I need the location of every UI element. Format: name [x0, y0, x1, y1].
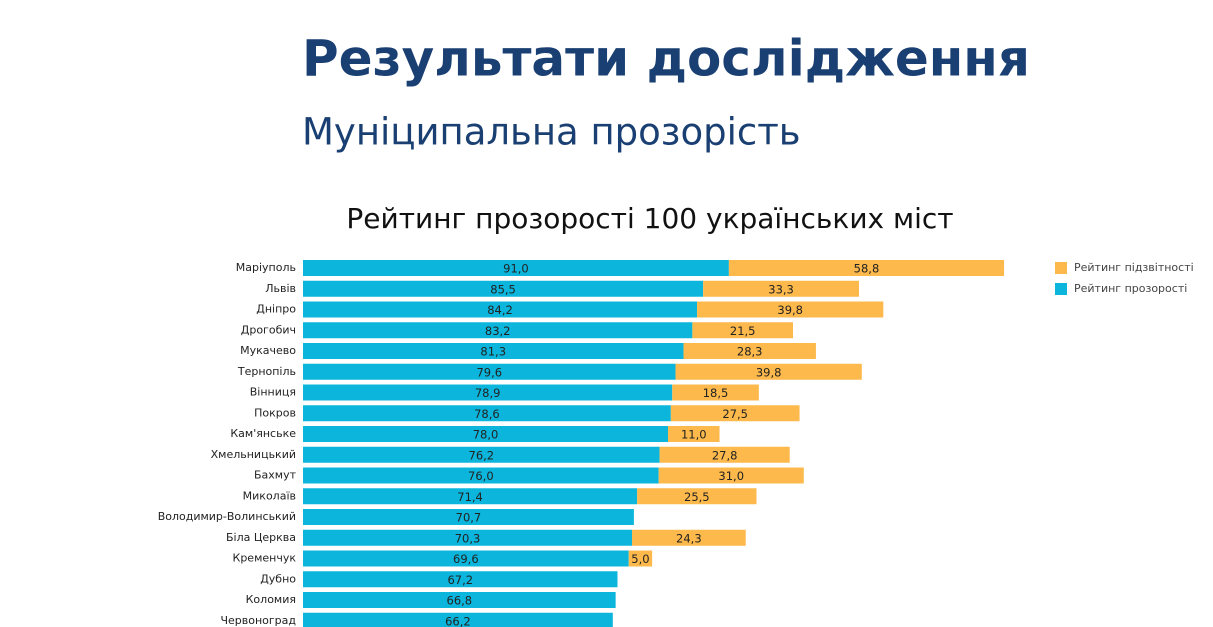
- bar-segment: [692, 322, 793, 339]
- value-label: 81,3: [480, 345, 506, 359]
- value-label: 67,2: [447, 573, 473, 587]
- category-label: Маріуполь: [236, 261, 296, 274]
- legend-label: Рейтинг підзвітності: [1074, 261, 1194, 274]
- value-label: 39,8: [777, 303, 803, 317]
- category-label: Дубно: [260, 572, 296, 585]
- category-label: Миколаїв: [243, 489, 296, 502]
- bar-segment: [303, 343, 684, 359]
- bar-segment: [303, 280, 704, 297]
- category-label: Тернопіль: [237, 365, 296, 378]
- bar-segment: [303, 363, 676, 380]
- value-label: 78,9: [475, 386, 501, 400]
- bar-segment: [672, 384, 759, 401]
- bar-segment: [668, 426, 720, 442]
- value-label: 39,8: [756, 365, 782, 379]
- bar-segment: [303, 529, 633, 546]
- category-label: Хмельницький: [211, 448, 296, 461]
- bar-segment: [303, 488, 638, 505]
- slide-subtitle: Муніципальна прозорість: [302, 111, 801, 154]
- bar-segment: [703, 280, 859, 297]
- bar-segment: [303, 446, 660, 463]
- bar-segment: [683, 343, 816, 359]
- bar-segment: [728, 260, 1005, 276]
- category-label: Дніпро: [256, 303, 296, 316]
- category-label: Біла Церква: [226, 531, 296, 544]
- category-label: Мукачево: [240, 344, 296, 357]
- category-label: Кременчук: [233, 552, 297, 565]
- legend-label: Рейтинг прозорості: [1074, 282, 1187, 295]
- bar-segment: [303, 322, 693, 339]
- value-label: 66,8: [447, 594, 473, 608]
- value-label: 76,2: [469, 448, 495, 462]
- value-label: 58,8: [854, 262, 880, 276]
- category-label: Вінниця: [250, 386, 296, 399]
- value-label: 27,8: [712, 448, 738, 462]
- bar-segment: [303, 467, 659, 484]
- bar-segment: [303, 426, 669, 442]
- bar-segment: [637, 488, 757, 505]
- bar-segment: [658, 467, 804, 484]
- value-label: 84,2: [487, 303, 513, 317]
- bar-segment: [303, 260, 729, 276]
- value-label: 91,0: [503, 262, 529, 276]
- value-label: 71,4: [457, 490, 483, 504]
- chart-title: Рейтинг прозорості 100 українських міст: [346, 202, 953, 235]
- bar-segment: [303, 612, 613, 627]
- category-label: Дрогобич: [241, 323, 296, 336]
- legend-swatch: [1055, 262, 1067, 274]
- value-label: 78,0: [473, 428, 499, 442]
- bar-segment: [303, 384, 673, 401]
- value-label: 69,6: [453, 552, 479, 566]
- bar-segment: [303, 405, 671, 422]
- category-label: Бахмут: [254, 469, 297, 482]
- value-label: 78,6: [474, 407, 500, 421]
- bar-segment: [303, 301, 698, 318]
- bar-segment: [632, 529, 746, 546]
- value-label: 11,0: [681, 428, 707, 442]
- bar-segment: [303, 571, 618, 588]
- value-label: 24,3: [676, 531, 702, 545]
- category-label: Червоноград: [220, 614, 296, 627]
- slide-title: Результати дослідження: [302, 30, 1030, 88]
- value-label: 18,5: [703, 386, 729, 400]
- category-label: Коломия: [246, 593, 296, 606]
- bar-segment: [670, 405, 800, 422]
- bar-segment: [675, 363, 862, 380]
- value-label: 85,5: [490, 282, 516, 296]
- value-label: 25,5: [684, 490, 710, 504]
- value-label: 5,0: [631, 552, 649, 566]
- category-label: Покров: [254, 406, 296, 419]
- category-label: Львів: [265, 282, 296, 295]
- value-label: 70,7: [456, 511, 482, 525]
- value-label: 27,5: [722, 407, 748, 421]
- value-label: 28,3: [737, 345, 763, 359]
- bar-segment: [303, 592, 616, 608]
- category-label: Володимир-Волинський: [158, 510, 296, 523]
- bar-segment: [303, 550, 629, 567]
- bar-segment: [659, 446, 790, 463]
- value-label: 76,0: [468, 469, 494, 483]
- category-label: Кам'янське: [230, 427, 296, 440]
- value-label: 70,3: [455, 531, 481, 545]
- bar-segment: [628, 550, 653, 567]
- legend-swatch: [1055, 283, 1067, 295]
- bar-segment: [303, 509, 634, 525]
- value-label: 83,2: [485, 324, 511, 338]
- value-label: 66,2: [445, 614, 471, 627]
- value-label: 79,6: [476, 365, 502, 379]
- value-label: 33,3: [768, 282, 794, 296]
- value-label: 21,5: [730, 324, 756, 338]
- value-label: 31,0: [718, 469, 744, 483]
- bar-segment: [697, 301, 884, 318]
